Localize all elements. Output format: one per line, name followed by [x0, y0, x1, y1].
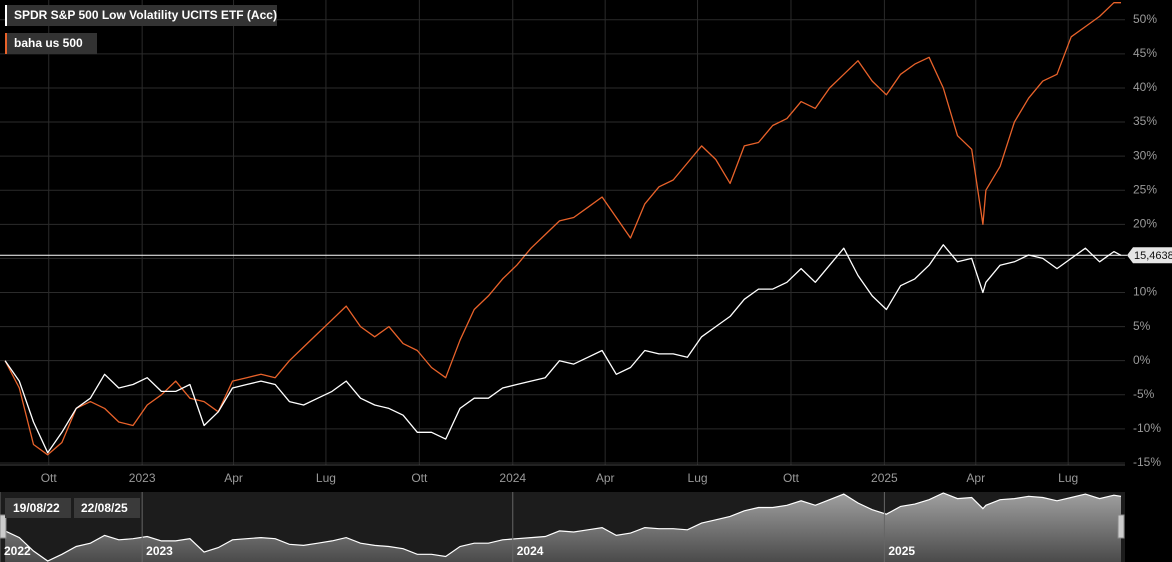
legend-label: SPDR S&P 500 Low Volatility UCITS ETF (A…: [14, 8, 277, 22]
y-tick-label: 20%: [1133, 216, 1157, 230]
navigator-area: [5, 493, 1122, 562]
range-box: [74, 498, 140, 518]
range-start[interactable]: 19/08/22: [13, 501, 60, 515]
legend-box: [5, 5, 277, 26]
legend-entry[interactable]: baha us 500: [5, 33, 97, 54]
y-tick-label: 35%: [1133, 114, 1157, 128]
x-tick-label: Apr: [596, 471, 615, 485]
x-tick-label: Lug: [1058, 471, 1078, 485]
legend-box: [5, 33, 97, 54]
y-tick-label: 45%: [1133, 46, 1157, 60]
legend-entry[interactable]: SPDR S&P 500 Low Volatility UCITS ETF (A…: [5, 5, 277, 26]
x-tick-label: Lug: [316, 471, 336, 485]
last-value-box: [1127, 247, 1172, 264]
navigator-tick-label: 2025: [888, 544, 915, 558]
y-tick-label: -5%: [1133, 387, 1155, 401]
y-tick-label: 30%: [1133, 148, 1157, 162]
x-tick-label: 2023: [129, 471, 156, 485]
y-tick-label: 0%: [1133, 353, 1151, 367]
y-tick-label: 25%: [1133, 182, 1157, 196]
x-tick-label: Ott: [783, 471, 800, 485]
y-tick-label: 5%: [1133, 319, 1151, 333]
legend-swatch: [5, 5, 7, 26]
last-value-label: 15,4638: [1134, 250, 1172, 262]
legend-swatch: [5, 33, 7, 54]
navigator-tick-label: 2024: [517, 544, 544, 558]
navigator-line: [4, 492, 1122, 562]
navigator-tick-label: 2022: [4, 544, 31, 558]
navigator-tick-label: 2023: [146, 544, 173, 558]
x-tick-label: Ott: [41, 471, 58, 485]
series-line: [4, 244, 1122, 454]
range-end[interactable]: 22/08/25: [81, 501, 128, 515]
y-tick-label: -15%: [1133, 455, 1161, 469]
x-tick-label: 2024: [499, 471, 526, 485]
navigator-right-pad: [1125, 492, 1172, 562]
navigator-handle[interactable]: [0, 514, 7, 539]
x-tick-label: Ott: [411, 471, 428, 485]
y-tick-label: 40%: [1133, 80, 1157, 94]
y-tick-label: 50%: [1133, 12, 1157, 26]
navigator-handle[interactable]: [1117, 514, 1125, 539]
x-tick-label: Apr: [966, 471, 985, 485]
x-tick-label: 2025: [871, 471, 898, 485]
x-tick-label: Apr: [224, 471, 243, 485]
range-box: [5, 498, 71, 518]
y-tick-label: -10%: [1133, 421, 1161, 435]
legend-label: baha us 500: [14, 36, 83, 50]
x-tick-label: Lug: [688, 471, 708, 485]
y-tick-label: 10%: [1133, 285, 1157, 299]
